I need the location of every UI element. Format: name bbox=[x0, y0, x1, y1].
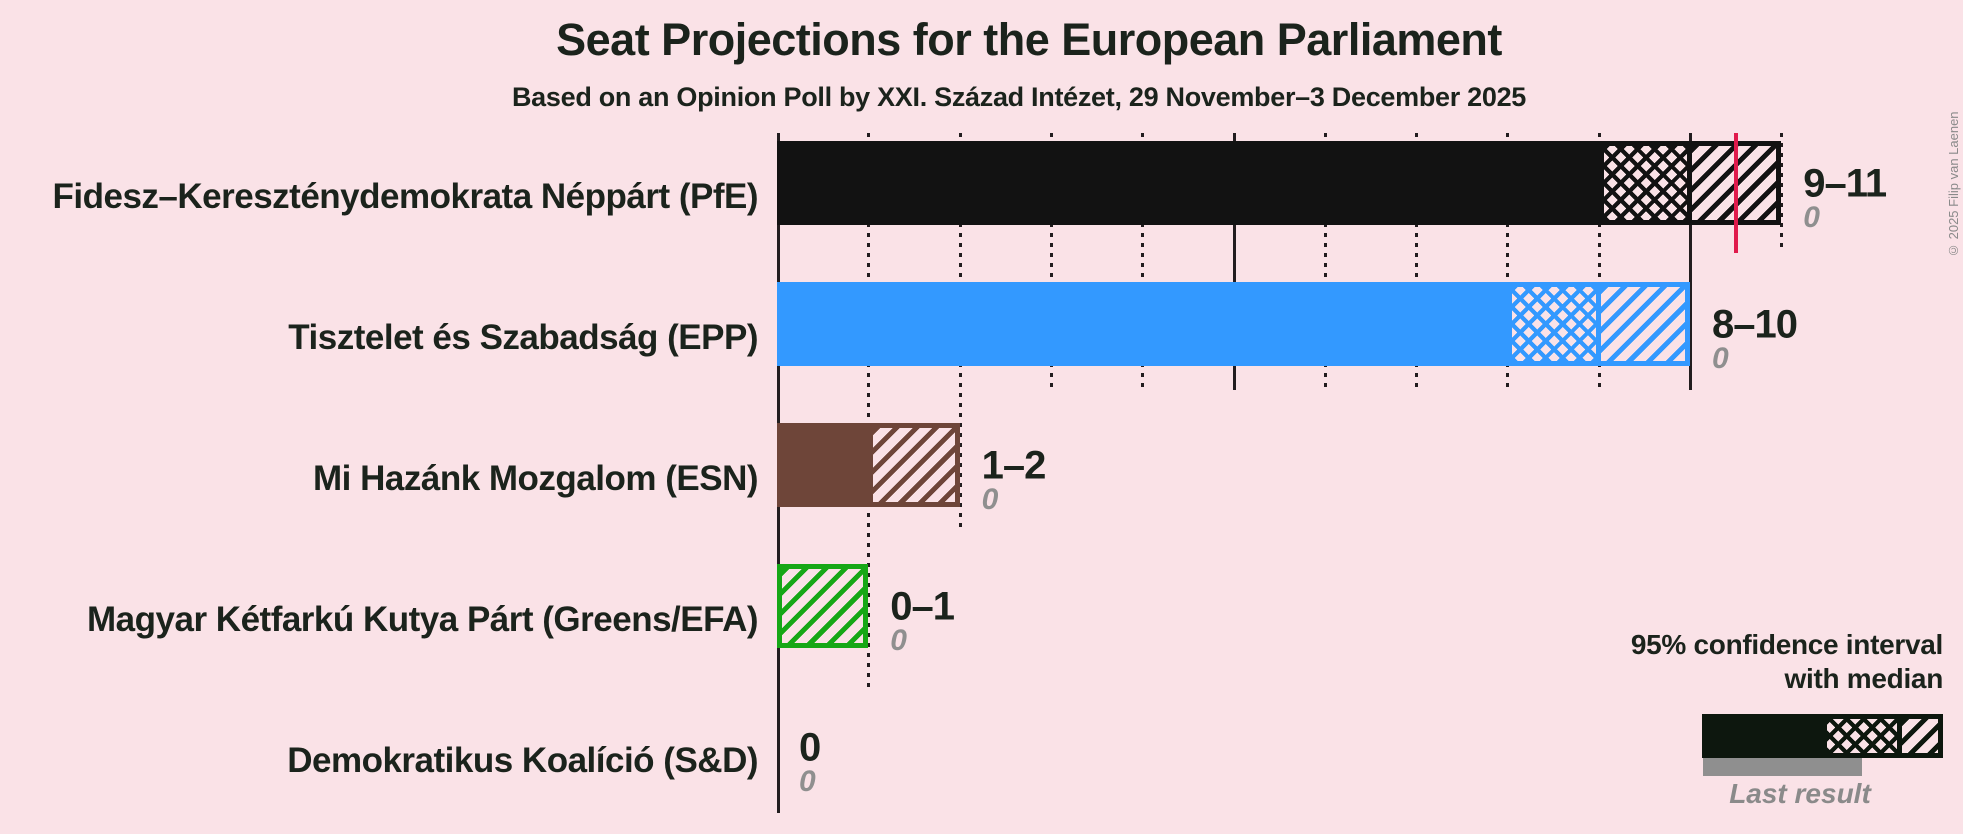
seat-range-value: 1–2 bbox=[981, 443, 1047, 488]
bar-solid-segment bbox=[777, 141, 1599, 225]
gridline-dotted bbox=[1597, 133, 1601, 390]
last-result-value: 0 bbox=[799, 765, 816, 798]
bar-ci-segment bbox=[1598, 141, 1782, 225]
last-result-value: 0 bbox=[981, 483, 999, 516]
party-label: Tisztelet és Szabadság (EPP) bbox=[288, 318, 758, 357]
party-label: Magyar Kétfarkú Kutya Párt (Greens/EFA) bbox=[87, 600, 758, 639]
gridline-solid bbox=[1689, 133, 1692, 390]
legend-crosshatch-segment bbox=[1827, 719, 1897, 753]
majority-line bbox=[1733, 133, 1738, 253]
legend-ci-line1: 95% confidence interval bbox=[1630, 629, 1943, 660]
bar-solid-segment bbox=[777, 282, 1508, 366]
legend-solid-segment bbox=[1702, 714, 1822, 758]
chart-subtitle: Based on an Opinion Poll by XXI. Század … bbox=[511, 82, 1527, 112]
legend-last-result-label: Last result bbox=[1729, 778, 1871, 809]
gridline-dotted bbox=[1049, 133, 1053, 390]
gridline-dotted bbox=[1506, 133, 1510, 390]
legend-diagonal-segment bbox=[1897, 719, 1938, 753]
bar-ci-segment bbox=[1507, 282, 1690, 366]
party-label: Mi Hazánk Mozgalom (ESN) bbox=[313, 459, 758, 498]
legend-ci-segment bbox=[1822, 714, 1943, 758]
gridline-dotted bbox=[1323, 133, 1327, 390]
last-result-value: 0 bbox=[1712, 342, 1729, 375]
confidence-bar bbox=[777, 564, 869, 648]
gridline-solid bbox=[1232, 133, 1236, 390]
legend-ci-line2: with median bbox=[1784, 663, 1944, 694]
party-label: Fidesz–Kereszténydemokrata Néppárt (PfE) bbox=[52, 177, 759, 216]
seat-range-value: 9–11 bbox=[1803, 161, 1887, 206]
bar-diagonal-segment bbox=[873, 428, 955, 502]
bar-ci-segment bbox=[777, 564, 869, 648]
bar-diagonal-segment bbox=[782, 569, 864, 643]
bar-diagonal-segment bbox=[1596, 287, 1685, 361]
confidence-bar bbox=[777, 141, 1782, 225]
chart-title: Seat Projections for the European Parlia… bbox=[556, 14, 1502, 65]
gridline-dotted bbox=[867, 133, 871, 690]
last-result-value: 0 bbox=[890, 624, 907, 657]
legend-sample-bar bbox=[1702, 714, 1943, 758]
last-result-value: 0 bbox=[1803, 201, 1820, 234]
bar-solid-segment bbox=[777, 423, 869, 507]
seat-range-value: 8–10 bbox=[1712, 302, 1798, 347]
legend-ci-label: 95% confidence interval with median bbox=[1631, 628, 1943, 696]
confidence-bar bbox=[777, 282, 1690, 366]
gridline-dotted bbox=[1415, 133, 1419, 390]
party-label: Demokratikus Koalíció (S&D) bbox=[287, 741, 758, 780]
legend-last-result-bar bbox=[1703, 758, 1862, 776]
bar-ci-segment bbox=[868, 423, 960, 507]
seat-range-value: 0 bbox=[799, 725, 821, 770]
confidence-bar bbox=[777, 423, 960, 507]
bar-diagonal-segment bbox=[1687, 146, 1777, 220]
gridline-dotted bbox=[1780, 133, 1784, 250]
bar-crosshatch-segment bbox=[1603, 146, 1688, 220]
seat-range-value: 0–1 bbox=[890, 584, 955, 629]
gridline-dotted bbox=[1141, 133, 1145, 390]
bar-crosshatch-segment bbox=[1512, 287, 1597, 361]
